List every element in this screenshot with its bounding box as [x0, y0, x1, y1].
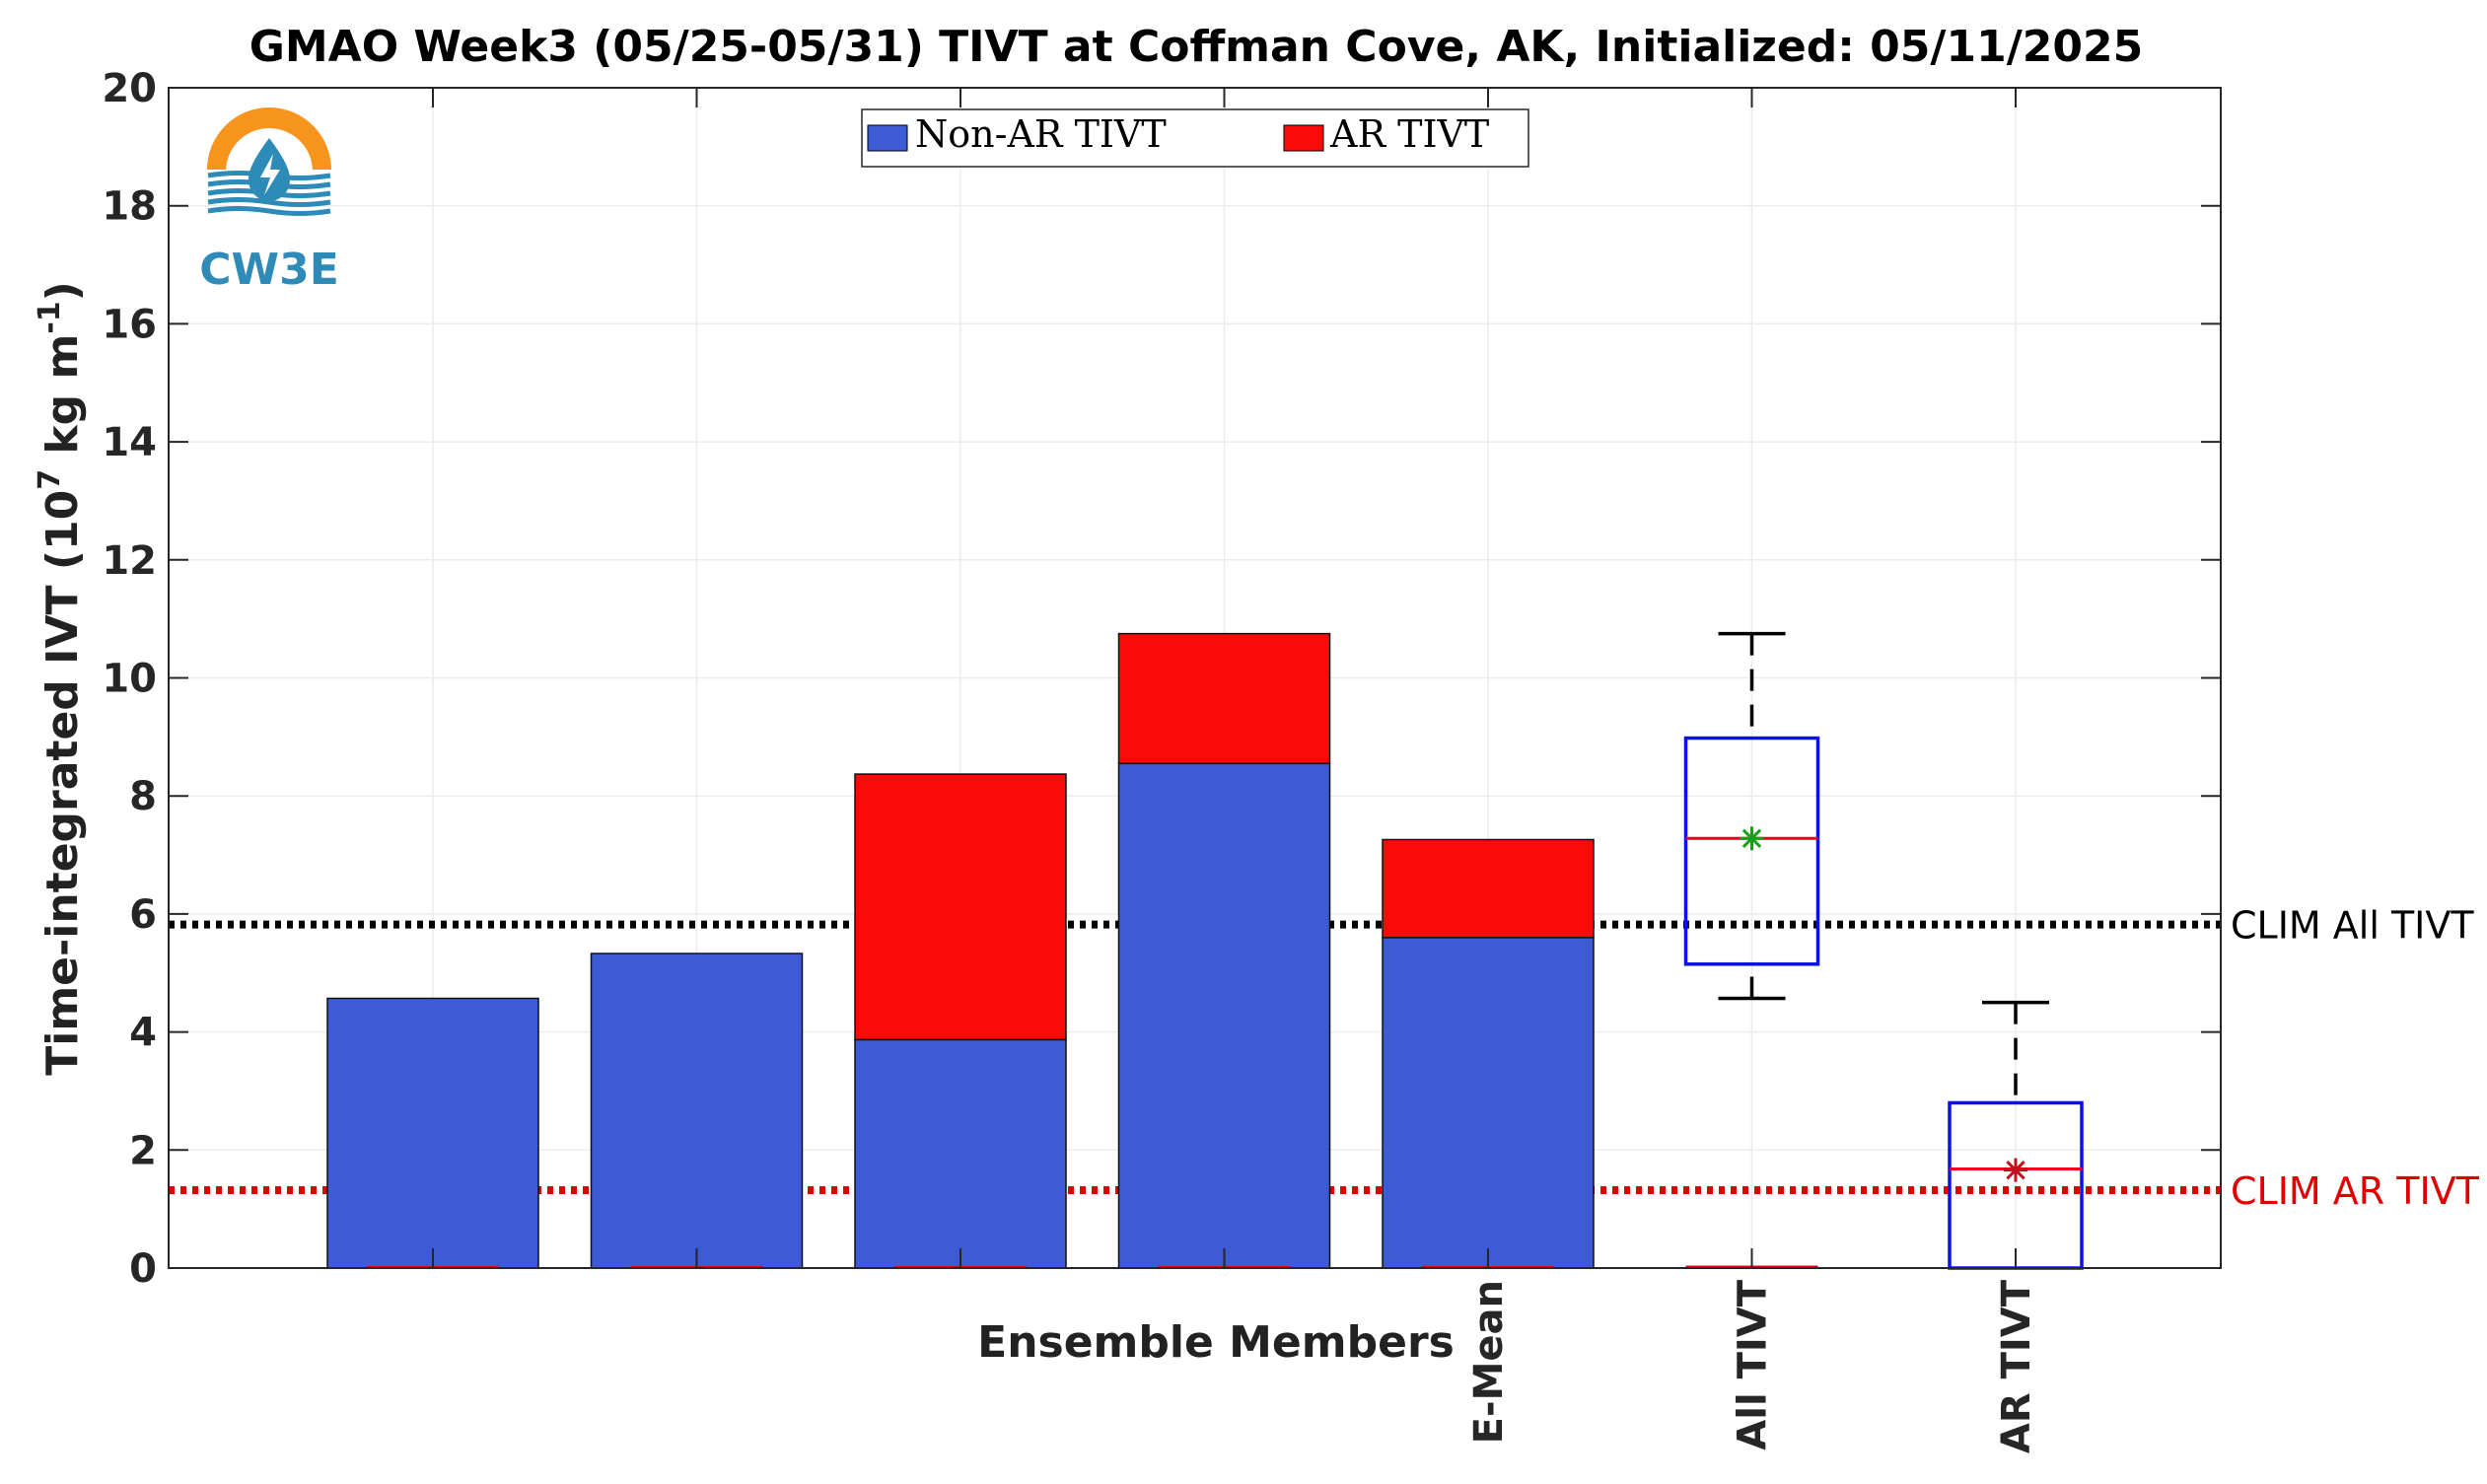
bar-ar — [1117, 632, 1331, 765]
mean-marker-d2 — [2006, 1160, 2025, 1180]
bar-non-ar — [854, 1038, 1067, 1269]
y-axis-label-exponent-2: -1 — [33, 301, 67, 333]
bar-ar — [854, 773, 1067, 1041]
reference-labels: CLIM All TIVT CLIM AR TIVT — [2231, 904, 2480, 1213]
axis-ticks — [169, 87, 2221, 1269]
y-tick-label: 18 — [102, 184, 157, 230]
bar-non-ar — [1382, 937, 1595, 1269]
logo-wave — [207, 197, 331, 207]
x-tick-label: All TIVT — [1731, 1279, 1776, 1449]
bar-non-ar — [590, 953, 804, 1269]
bars — [326, 632, 1595, 1269]
y-tick-label: 2 — [129, 1128, 157, 1173]
box — [1683, 736, 1820, 966]
logo-text: CW3E — [199, 245, 339, 295]
y-axis-label-exponent: 7 — [33, 469, 67, 490]
x-axis-label: Ensemble Members — [977, 1317, 1455, 1368]
legend-swatch-non-ar — [867, 124, 908, 152]
legend-label-ar: AR TIVT — [1329, 112, 1489, 156]
y-axis-label-end: ) — [37, 281, 88, 301]
legend: Non-AR TIVT AR TIVT — [861, 108, 1529, 168]
chart-title: GMAO Week3 (05/25-05/31) TIVT at Coffman… — [249, 22, 2143, 72]
lightning-icon — [260, 154, 280, 195]
y-tick-label: 12 — [102, 538, 157, 584]
cw3e-logo: CW3E — [199, 107, 339, 295]
mean-marker-d2 — [1741, 828, 1762, 848]
y-tick-label: 16 — [102, 302, 157, 347]
legend-label-non-ar: Non-AR TIVT — [915, 112, 1167, 156]
y-tick-label: 8 — [129, 774, 157, 819]
y-axis-label: Time-integrated IVT (107 kg m-1) — [33, 281, 88, 1076]
y-axis-label-mid: kg m — [37, 334, 88, 469]
y-tick-label: 6 — [129, 892, 157, 938]
y-tick-label: 20 — [102, 66, 157, 111]
mean-marker — [2004, 1158, 2027, 1182]
bar-non-ar — [1117, 762, 1331, 1269]
legend-box — [861, 108, 1529, 168]
x-tick-labels: E-Mean All TIVT AR TIVT — [1466, 1279, 2039, 1453]
y-axis-label-main: Time-integrated IVT (10 — [37, 490, 88, 1076]
y-tick-labels: 0 2 4 6 8 10 12 14 16 18 20 — [102, 66, 157, 1292]
reference-line-label: CLIM All TIVT — [2231, 904, 2474, 948]
legend-swatch-ar — [1283, 124, 1324, 152]
y-tick-label: 10 — [102, 657, 157, 702]
logo-wave — [207, 206, 331, 216]
bar-non-ar — [326, 997, 539, 1269]
x-tick-label: AR TIVT — [1994, 1279, 2039, 1453]
bar-ar — [1382, 838, 1595, 939]
reference-line-label: CLIM AR TIVT — [2231, 1169, 2480, 1213]
x-tick-label: E-Mean — [1466, 1280, 1512, 1444]
y-tick-label: 4 — [129, 1011, 157, 1056]
y-tick-label: 14 — [102, 420, 157, 465]
y-tick-label: 0 — [129, 1246, 157, 1292]
mean-marker — [1740, 826, 1764, 851]
